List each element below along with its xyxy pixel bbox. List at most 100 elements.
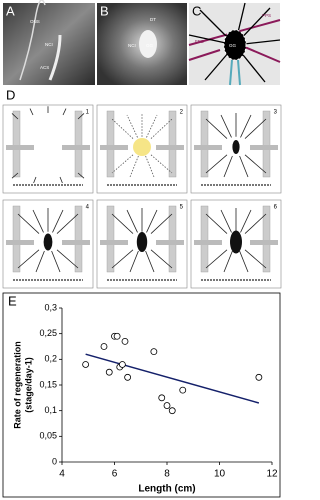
data-point xyxy=(100,343,108,350)
nerve xyxy=(51,250,61,273)
nerve xyxy=(240,114,252,138)
nerve xyxy=(77,113,85,120)
fin-ray xyxy=(106,110,115,178)
data-point xyxy=(105,368,113,376)
nerve xyxy=(111,213,134,234)
x-tick-label: 12 xyxy=(266,469,278,480)
annotation: ACS xyxy=(40,65,49,70)
nerve xyxy=(188,2,281,83)
nerve xyxy=(229,59,241,86)
nerve xyxy=(111,249,134,269)
bar xyxy=(156,240,184,245)
annotation: DT xyxy=(150,17,156,22)
fin-ray xyxy=(74,205,83,273)
x-tick-label: 8 xyxy=(164,469,170,480)
fin-ray xyxy=(12,205,21,273)
nerve xyxy=(11,113,19,120)
nerve xyxy=(244,249,267,269)
x-axis-label: Length (cm) xyxy=(138,484,195,495)
ganglion xyxy=(232,140,240,154)
panel-label: C xyxy=(192,3,201,18)
nerve xyxy=(205,249,228,269)
nerve xyxy=(150,213,173,234)
fin-ray xyxy=(262,205,271,273)
panel-d: 1 2 3 4 5 6 xyxy=(2,104,282,289)
y-tick-label: 0,3 xyxy=(44,302,57,312)
nerve xyxy=(239,155,249,178)
bar xyxy=(100,240,128,245)
nerve xyxy=(48,34,62,81)
scatter-chart: 0 0,05 0,1 0,15 0,2 0,25 0,3 4 6 8 10 12 Length (cm)… xyxy=(12,302,278,494)
y-tick-label: 0 xyxy=(52,456,57,466)
ganglion xyxy=(136,232,148,252)
bar xyxy=(6,145,34,150)
ganglion xyxy=(43,233,53,251)
x-tick-label: 6 xyxy=(112,469,118,480)
panel-label: B xyxy=(100,3,109,18)
nerve xyxy=(11,172,19,179)
data-point xyxy=(82,361,90,368)
figure: 1 2 34 5 6 00,050,10,150,20,250,34 6 8 10 12Leng… xyxy=(2,0,282,498)
annotation: NCI xyxy=(45,42,53,47)
nerve xyxy=(19,0,46,81)
data-point xyxy=(150,348,158,356)
subpanel-number: 1 xyxy=(86,110,90,116)
nerve xyxy=(126,209,138,233)
bar xyxy=(250,240,278,245)
nerve xyxy=(56,249,79,269)
nerve xyxy=(244,154,267,174)
fin-ray xyxy=(200,110,209,178)
nerve xyxy=(244,118,267,139)
nerve xyxy=(17,249,40,269)
bar xyxy=(250,145,278,150)
bar xyxy=(100,145,128,150)
nerve xyxy=(59,176,63,184)
nerve xyxy=(126,114,138,138)
nerve xyxy=(220,209,232,233)
nerve xyxy=(32,209,44,233)
data-point xyxy=(158,394,166,402)
y-tick-label: 0,15 xyxy=(39,379,57,389)
nerve xyxy=(56,213,79,234)
nerve xyxy=(145,155,155,178)
nerve xyxy=(129,155,139,178)
nerve xyxy=(205,213,228,234)
ganglion xyxy=(230,230,242,254)
panel-label: E xyxy=(8,293,17,308)
fin-ray xyxy=(74,110,83,178)
nerve xyxy=(35,250,45,273)
annotation: ONS xyxy=(30,19,40,24)
x-tick-label: 10 xyxy=(214,469,226,480)
nerve xyxy=(33,176,37,184)
panel-e-frame xyxy=(2,292,281,498)
y-tick-label: 0,2 xyxy=(44,354,57,364)
subpanel-number: 3 xyxy=(274,110,278,116)
nerve xyxy=(220,114,232,138)
annotation: NCI xyxy=(128,43,136,48)
nerve xyxy=(205,118,228,139)
nerve xyxy=(146,209,158,233)
fin-ray xyxy=(262,110,271,178)
nerve xyxy=(17,213,40,234)
y-axis-label: (stage/day-1) xyxy=(23,357,33,413)
data-point xyxy=(179,386,187,394)
nerve xyxy=(150,249,173,269)
bar xyxy=(6,240,34,245)
bar xyxy=(156,145,184,150)
panel-label: D xyxy=(6,87,15,102)
data-point xyxy=(168,407,176,415)
data-point xyxy=(255,373,263,381)
data-point xyxy=(124,373,132,381)
ganglion xyxy=(223,29,247,61)
data-point xyxy=(163,402,171,409)
bar xyxy=(194,240,222,245)
y-axis-label: Rate of regeneration xyxy=(12,341,22,429)
fin-ray xyxy=(200,205,209,273)
annotation: FPS xyxy=(195,39,204,44)
subpanel-number: 4 xyxy=(86,205,90,211)
nerve xyxy=(223,250,233,273)
data-point xyxy=(113,332,121,340)
nerve xyxy=(244,213,267,234)
panel-label: A xyxy=(6,3,15,18)
y-tick-label: 0,1 xyxy=(44,405,57,415)
